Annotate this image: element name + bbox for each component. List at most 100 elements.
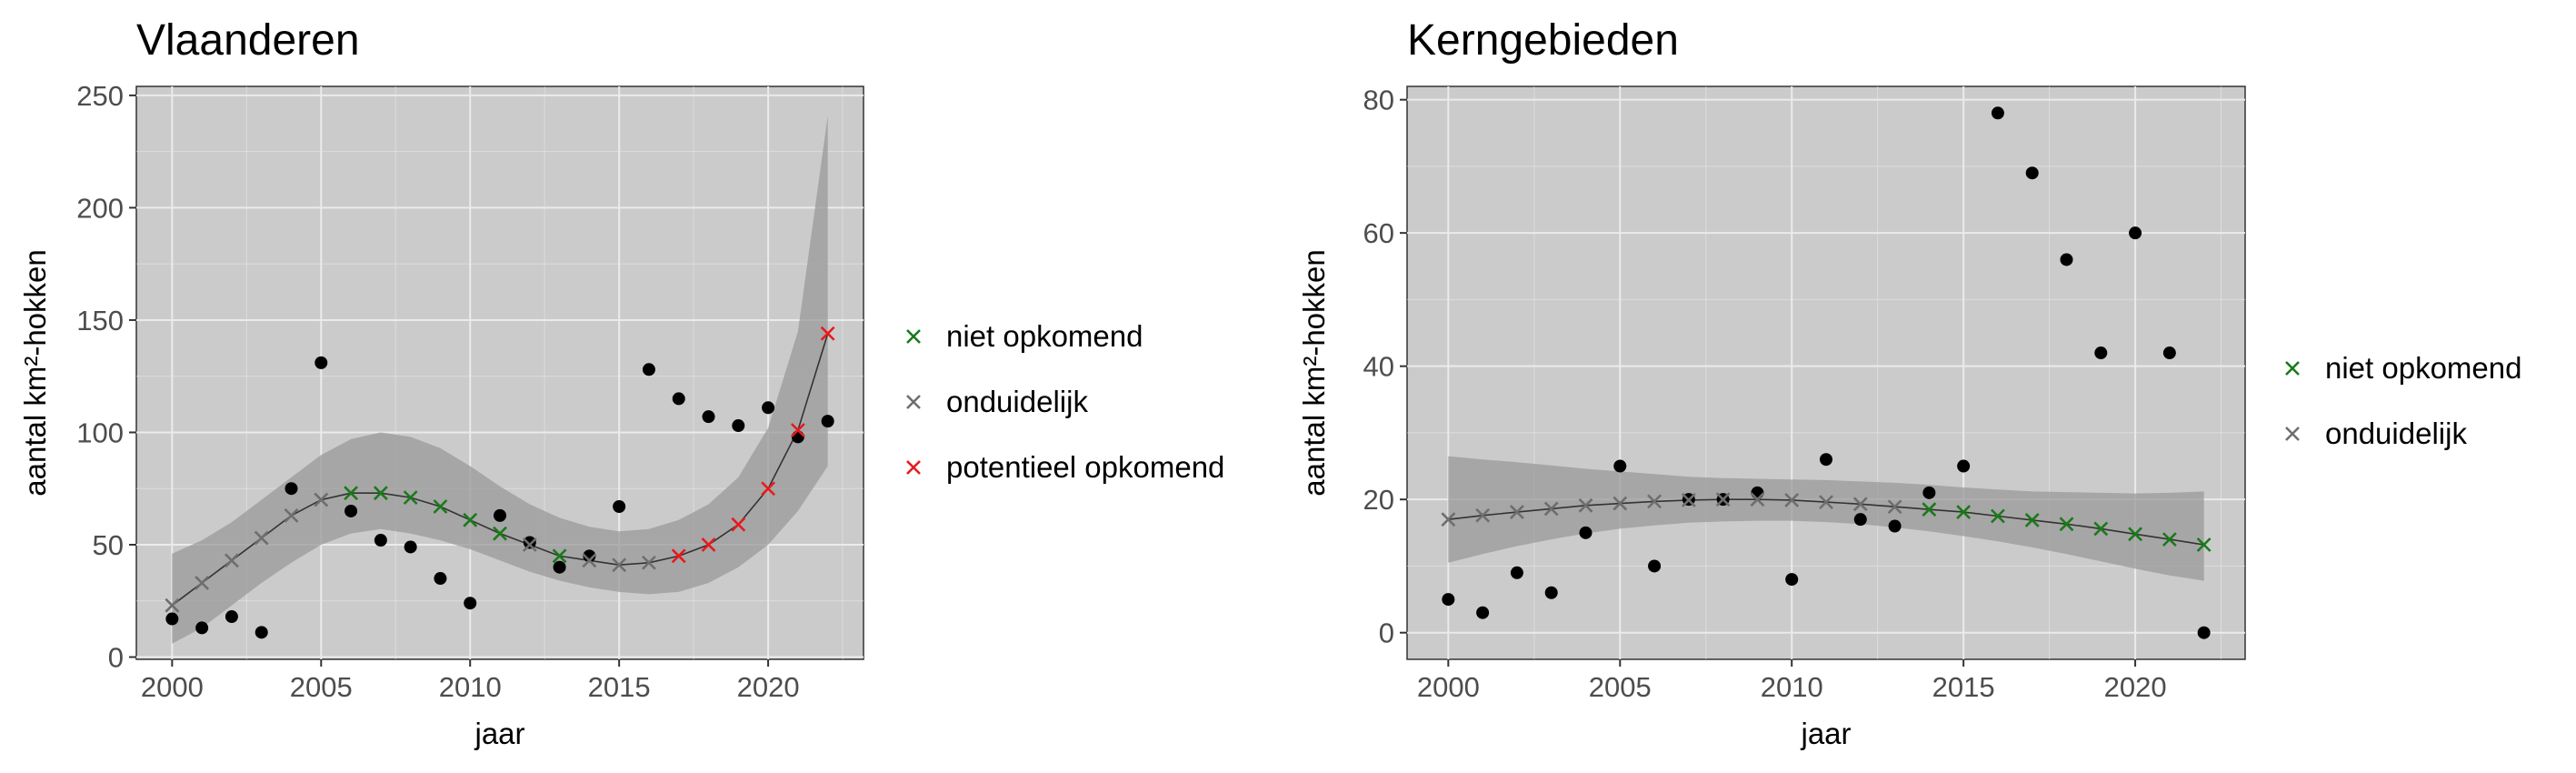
trend-marker	[493, 526, 507, 541]
trend-marker	[2128, 527, 2142, 542]
chart-title: Vlaanderen	[136, 16, 360, 65]
legend-marker	[2285, 361, 2300, 376]
trend-marker	[314, 492, 329, 507]
trend-marker	[642, 555, 656, 570]
y-axis: 0 50 100 150 200 250	[76, 80, 136, 674]
data-point	[1922, 486, 1936, 499]
y-axis: 0 20 40 60 80	[1363, 85, 1407, 649]
trend-marker	[582, 553, 597, 568]
data-point	[165, 612, 179, 626]
legend-marker	[2285, 427, 2300, 441]
gridlines	[1407, 86, 2245, 659]
trend-marker	[403, 490, 418, 506]
data-point	[2129, 226, 2142, 240]
data-point	[285, 482, 298, 496]
trend-marker	[463, 512, 478, 527]
legend-marker	[906, 329, 921, 344]
trend-marker	[1819, 495, 1833, 510]
data-point	[732, 419, 745, 433]
trend-marker	[344, 486, 358, 501]
y-tick-label: 0	[1379, 617, 1394, 649]
data-point	[374, 534, 387, 547]
data-point	[672, 392, 685, 406]
data-point	[1510, 566, 1523, 579]
trend-marker	[1510, 505, 1524, 520]
trend-marker	[1991, 508, 2005, 524]
data-point	[255, 626, 268, 639]
data-point	[1957, 459, 1971, 473]
trend-marker	[1681, 492, 1696, 507]
trend-marker	[820, 326, 835, 341]
data-point	[404, 540, 417, 554]
trend-marker	[552, 548, 567, 564]
x-tick-label: 2015	[588, 671, 651, 703]
legend: niet opkomend onduidelijk	[2285, 351, 2521, 450]
legend-marker	[906, 395, 921, 409]
trend-marker	[1956, 505, 1972, 520]
trend-marker	[373, 486, 388, 501]
y-tick-label: 250	[76, 80, 124, 112]
y-tick-label: 20	[1363, 484, 1394, 516]
x-axis: 2000 2005 2010 2015 2020	[141, 659, 800, 703]
y-tick-label: 100	[76, 417, 124, 448]
y-tick-label: 200	[76, 192, 124, 224]
x-tick-label: 2010	[439, 671, 502, 703]
data-point	[1476, 606, 1490, 619]
trend-marker	[731, 517, 746, 532]
trend-marker	[1784, 492, 1800, 507]
trend-marker	[1475, 507, 1491, 523]
data-point	[791, 430, 804, 444]
trend-marker	[1887, 499, 1902, 515]
trend-marker	[2024, 512, 2040, 527]
data-point	[583, 549, 596, 563]
data-point	[464, 597, 477, 610]
trend-marker	[790, 423, 805, 437]
data-point	[1991, 106, 2004, 120]
trend-marker	[1852, 497, 1868, 512]
trend-marker	[1612, 496, 1628, 511]
x-tick-label: 2010	[1761, 671, 1823, 703]
y-axis-title: aantal km²-hokken	[18, 249, 52, 496]
trend-crosses	[1441, 492, 2212, 552]
legend-label: potentieel opkomend	[946, 450, 1224, 484]
legend: niet opkomend onduidelijk potentieel opkom…	[906, 319, 1224, 484]
data-point	[1613, 459, 1627, 473]
x-tick-label: 2020	[737, 671, 800, 703]
data-point	[2094, 346, 2108, 360]
data-point	[613, 500, 626, 513]
trend-marker	[284, 507, 299, 523]
legend-label: niet opkomend	[946, 319, 1143, 353]
chart-kerngebieden: Kerngebieden 2000 2005 2010 2015 2020 0 20 40 6…	[1297, 16, 2521, 750]
trend-marker	[195, 576, 210, 590]
trend-marker	[612, 557, 627, 573]
trend-marker	[1715, 492, 1731, 507]
legend-item: niet opkomend	[906, 319, 1143, 353]
legend-item: potentieel opkomend	[906, 450, 1224, 484]
trend-marker	[1578, 497, 1593, 513]
legend-label: niet opkomend	[2325, 351, 2521, 385]
legend-item: niet opkomend	[2285, 351, 2521, 385]
data-point	[1648, 559, 1662, 573]
y-tick-label: 150	[76, 305, 124, 336]
confidence-ribbon	[172, 115, 828, 644]
data-point	[2162, 346, 2176, 360]
data-point	[1888, 519, 1902, 533]
legend-item: onduidelijk	[2285, 417, 2467, 450]
y-tick-label: 50	[93, 529, 124, 561]
trend-crosses	[165, 326, 835, 613]
trend-marker	[1647, 494, 1662, 509]
y-axis-title: aantal km²-hokken	[1297, 249, 1331, 496]
trend-marker	[224, 553, 239, 568]
y-tick-label: 80	[1363, 85, 1394, 116]
legend-label: onduidelijk	[2325, 417, 2467, 450]
trend-marker	[1441, 512, 1456, 527]
data-point	[494, 508, 506, 522]
trend-marker	[1543, 501, 1559, 517]
x-tick-label: 2000	[141, 671, 204, 703]
trend-marker	[701, 537, 716, 552]
trend-marker	[761, 481, 776, 497]
x-tick-label: 2015	[1932, 671, 1995, 703]
trend-marker	[522, 537, 537, 552]
y-tick-label: 60	[1363, 217, 1394, 249]
